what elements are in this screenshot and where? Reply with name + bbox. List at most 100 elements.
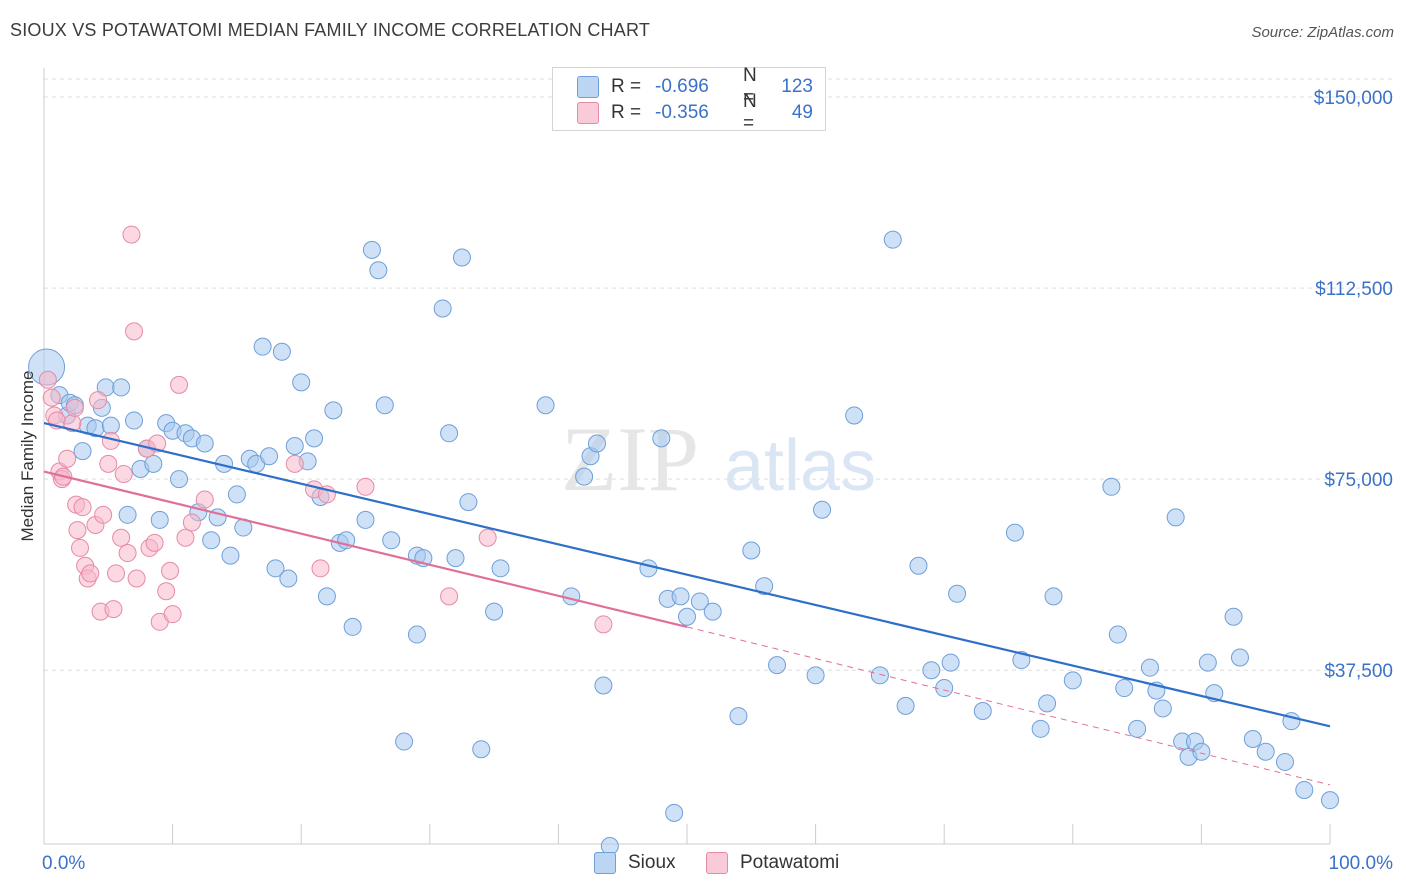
potawatomi-point: [440, 587, 459, 606]
sioux-point: [1198, 653, 1217, 672]
sioux-point: [1031, 719, 1050, 738]
sioux-point: [144, 454, 163, 473]
sioux-point: [678, 607, 696, 626]
sioux-point: [941, 653, 960, 672]
sioux-point: [407, 625, 426, 644]
sioux-point: [221, 546, 240, 565]
potawatomi-point: [125, 322, 144, 341]
sioux-point: [909, 556, 928, 575]
sioux-point: [272, 342, 291, 361]
y-tick-label: $75,000: [1324, 470, 1393, 491]
sioux-point: [375, 396, 394, 415]
sioux-point: [440, 424, 459, 443]
sioux-point: [671, 587, 690, 606]
watermark-atlas: atlas: [724, 426, 876, 506]
sioux-point: [922, 661, 941, 680]
watermark-zip: ZIP: [561, 408, 699, 510]
series-swatch-potawatomi: [706, 852, 728, 874]
sioux-point: [433, 299, 452, 318]
potawatomi-point: [594, 615, 613, 634]
sioux-point: [1295, 780, 1314, 799]
sioux-point: [253, 337, 272, 356]
sioux-point: [317, 587, 336, 606]
source-label: Source: ZipAtlas.com: [1251, 24, 1394, 41]
potawatomi-point: [161, 561, 180, 580]
sioux-point: [195, 434, 214, 453]
sioux-point: [587, 434, 606, 453]
sioux-point: [1140, 658, 1159, 677]
series-legend-potawatomi[interactable]: Potawatomi: [706, 852, 839, 874]
y-axis-label: Median Family Income: [18, 370, 37, 541]
sioux-point: [1275, 752, 1294, 771]
potawatomi-point: [68, 521, 87, 540]
legend-n-value: 123: [781, 76, 813, 97]
potawatomi-point: [145, 533, 164, 552]
sioux-point: [845, 406, 864, 425]
potawatomi-point: [73, 498, 92, 517]
sioux-point: [285, 437, 304, 456]
potawatomi-point: [104, 600, 123, 619]
potawatomi-point: [122, 225, 141, 244]
potawatomi-point: [89, 391, 108, 410]
sioux-point: [1044, 587, 1063, 606]
sioux-point: [729, 707, 748, 726]
series-legend: Sioux Potawatomi: [0, 852, 1406, 878]
sioux-point: [935, 679, 954, 698]
sioux-point: [382, 531, 401, 550]
potawatomi-point: [170, 375, 189, 394]
sioux-point: [742, 541, 761, 560]
potawatomi-point: [157, 582, 176, 601]
potawatomi-point: [285, 454, 304, 473]
potawatomi-point: [118, 544, 137, 563]
series-legend-sioux[interactable]: Sioux: [594, 852, 676, 874]
sioux-point: [125, 411, 144, 430]
potawatomi-point: [176, 528, 195, 547]
potawatomi-point: [94, 505, 113, 524]
sioux-point: [690, 592, 709, 611]
sioux-point: [452, 248, 471, 267]
sioux-point: [1192, 742, 1211, 761]
sioux-point: [806, 666, 825, 685]
series-swatch-sioux: [594, 852, 616, 874]
sioux-point: [485, 602, 504, 621]
sioux-point: [369, 261, 388, 280]
sioux-point: [101, 416, 120, 435]
sioux-point: [362, 240, 381, 259]
data-points: [28, 225, 1339, 856]
sioux-point: [883, 230, 902, 249]
legend-r-value: -0.356: [655, 102, 709, 123]
sioux-point: [870, 666, 889, 685]
legend-n-value: 49: [791, 102, 813, 123]
sioux-point: [305, 429, 324, 448]
sioux-point: [1153, 699, 1172, 718]
potawatomi-point: [112, 528, 131, 547]
sioux-point: [260, 447, 279, 466]
sioux-trend-line: [43, 422, 1331, 728]
sioux-point: [562, 587, 581, 606]
sioux-point: [755, 577, 774, 596]
sioux-point: [112, 378, 131, 397]
potawatomi-point: [38, 370, 57, 389]
sioux-point: [973, 701, 992, 720]
stats-legend: R = -0.696 N = 123 R = -0.356 N = 49: [552, 65, 826, 134]
sioux-point: [266, 559, 285, 578]
sioux-point: [324, 401, 343, 420]
legend-row-sioux: R = -0.696 N = 123: [577, 65, 813, 108]
trend-lines: [43, 422, 1331, 786]
sioux-point: [703, 602, 722, 621]
sioux-point: [536, 396, 555, 415]
sioux-point: [1166, 508, 1185, 527]
potawatomi-point: [99, 454, 118, 473]
sioux-point: [1256, 742, 1275, 761]
sioux-point: [118, 505, 137, 524]
sioux-point: [73, 442, 92, 461]
sioux-point: [279, 569, 298, 588]
series-label-potawatomi: Potawatomi: [740, 852, 840, 873]
sioux-point: [575, 467, 594, 486]
sioux-point: [1243, 730, 1262, 749]
chart-title: SIOUX VS POTAWATOMI MEDIAN FAMILY INCOME…: [10, 20, 651, 40]
sioux-point: [292, 373, 311, 392]
potawatomi-point: [114, 465, 133, 484]
sioux-point: [1230, 648, 1249, 667]
